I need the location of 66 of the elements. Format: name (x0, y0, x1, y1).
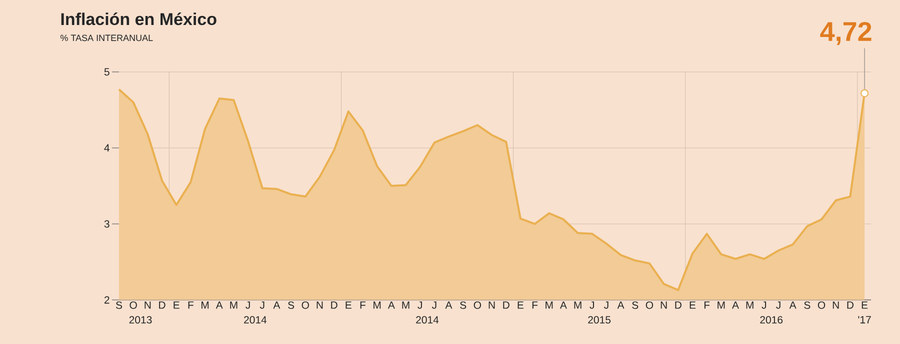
x-tick-label: J (260, 301, 264, 309)
y-tick-label: 3 (104, 220, 110, 228)
x-tick-label: D (331, 301, 338, 309)
x-tick-label: F (532, 301, 538, 309)
x-tick-label: A (789, 301, 796, 309)
x-tick-label: J (432, 301, 436, 309)
x-tick-label: S (460, 301, 466, 309)
x-tick-label: F (188, 301, 194, 309)
text: 2016 (760, 316, 783, 324)
x-tick-label: A (388, 301, 395, 309)
text: 2015 (588, 316, 611, 324)
x-tick-label: O (130, 301, 137, 309)
y-tick-label: 2 (104, 296, 110, 304)
x-tick-label: N (144, 301, 151, 309)
x-tick-label: M (574, 301, 582, 309)
x-tick-label: A (617, 301, 624, 309)
x-tick-label: S (116, 301, 122, 309)
x-tick-label: D (159, 301, 166, 309)
x-tick-label: F (360, 301, 366, 309)
x-tick-label: M (374, 301, 381, 309)
x-tick-label: A (216, 301, 223, 309)
x-tick-label: S (804, 301, 810, 309)
x-tick-label: A (732, 301, 739, 309)
x-tick-label: A (273, 301, 280, 309)
x-tick-label: M (202, 301, 209, 309)
x-tick-label: M (546, 301, 553, 309)
x-tick-label: M (402, 301, 410, 309)
y-tick-label: 5 (104, 68, 110, 76)
x-tick-label: D (503, 301, 510, 309)
data-label: 4,72 (820, 22, 872, 45)
text: 2014 (244, 316, 267, 324)
x-tick-label: N (488, 301, 495, 309)
x-tick-label: A (445, 301, 452, 309)
x-tick-label: J (762, 301, 766, 309)
x-tick-label: J (246, 301, 250, 309)
y-tick-label: 4 (104, 144, 110, 152)
x-tick-label: J (418, 301, 422, 309)
x-tick-label: J (590, 301, 594, 309)
x-tick-label: J (776, 301, 780, 309)
x-tick-label: N (660, 301, 667, 309)
x-tick-label: A (560, 301, 567, 309)
chart-title: Inflación en México (61, 12, 216, 26)
x-tick-label: E (690, 301, 696, 309)
x-tick-label: M (718, 301, 725, 309)
x-tick-label: E (346, 301, 352, 309)
text: '17 (858, 316, 871, 324)
chart-subtitle: % TASA INTERANUAL (60, 34, 153, 42)
x-tick-label: E (174, 301, 180, 309)
x-tick-label: O (302, 301, 309, 309)
x-tick-label: E (862, 301, 868, 309)
x-tick-label: D (847, 301, 854, 309)
x-tick-label: S (632, 301, 638, 309)
text: 2014 (416, 316, 439, 324)
x-tick-label: O (474, 301, 482, 309)
x-tick-label: N (832, 301, 839, 309)
x-tick-label: M (746, 301, 754, 309)
x-tick-label: O (818, 301, 826, 309)
x-tick-label: N (316, 301, 323, 309)
text: 2013 (129, 316, 152, 324)
x-tick-label: D (675, 301, 682, 309)
x-tick-label: M (230, 301, 238, 309)
x-tick-label: E (518, 301, 524, 309)
x-tick-label: S (288, 301, 294, 309)
x-tick-label: O (646, 301, 654, 309)
x-tick-label: F (704, 301, 710, 309)
x-tick-label: J (604, 301, 608, 309)
